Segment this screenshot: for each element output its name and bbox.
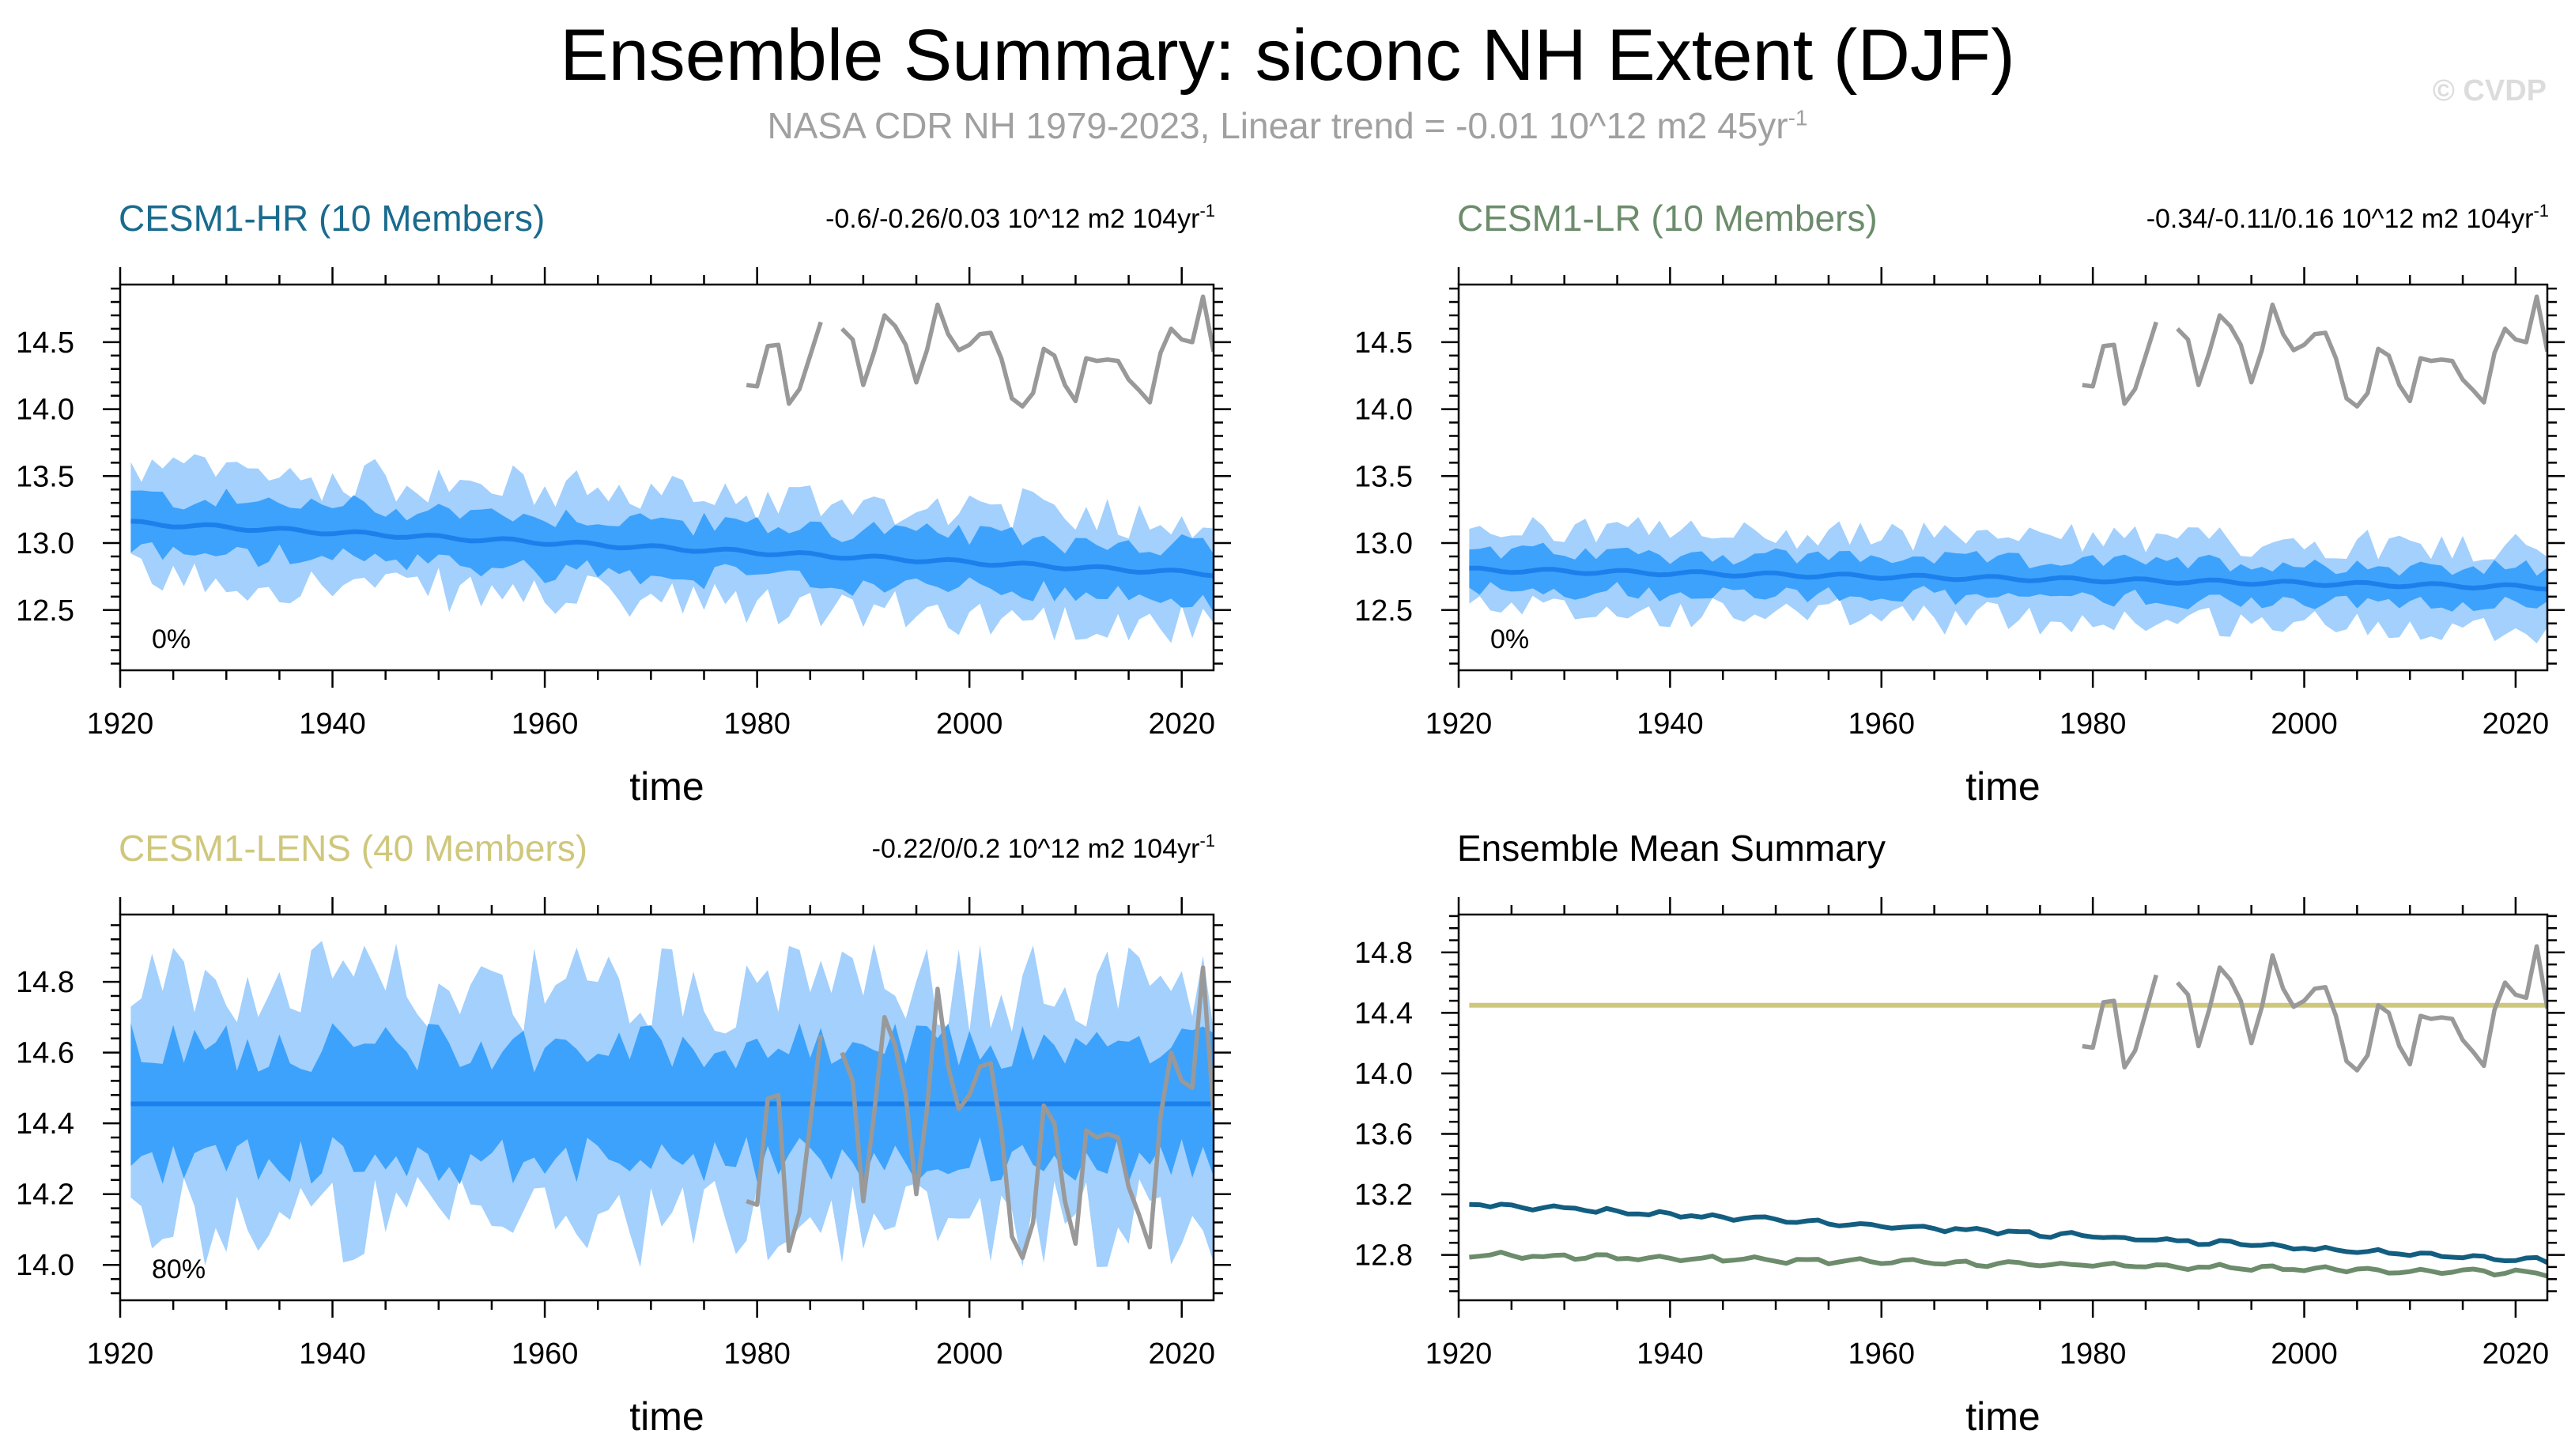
x-tick-label: 2020 [1148, 707, 1215, 741]
y-tick-label: 14.4 [16, 1107, 74, 1141]
x-tick-label: 1980 [2060, 1337, 2127, 1371]
main-subtitle: NASA CDR NH 1979-2023, Linear trend = -0… [0, 104, 2575, 147]
trend-label-lens: -0.22/0/0.2 10^12 m2 104yr-1 [872, 831, 1215, 864]
percent-label-hr: 0% [152, 624, 191, 654]
obs-line-summary-2 [2176, 944, 2547, 1073]
x-axis-label-hr: time [629, 764, 704, 809]
y-tick-label: 14.5 [1354, 326, 1413, 360]
y-tick-label: 13.5 [16, 460, 74, 493]
x-tick-label: 2000 [2271, 1337, 2338, 1371]
plot-frame-lens [119, 913, 1215, 1302]
x-tick-label: 2020 [1148, 1337, 1215, 1371]
watermark: © CVDP [2432, 74, 2547, 108]
panel-title-summary: Ensemble Mean Summary [1457, 828, 1886, 869]
y-tick-label: 12.8 [1354, 1239, 1413, 1273]
summary-line-cesm1-lr [1469, 1249, 2547, 1279]
obs-line-summary-1 [2082, 974, 2158, 1070]
x-tick-label: 2000 [936, 1337, 1003, 1371]
y-tick-label: 14.0 [1354, 1058, 1413, 1091]
obs-line-lens-1 [746, 1034, 823, 1254]
x-tick-label: 1920 [87, 1337, 154, 1371]
y-tick-label: 14.2 [16, 1179, 74, 1212]
panel-lr: 1920 1940 1960 1980 2000 2020 12.5 13.0 13.5 14.0… [1354, 198, 2565, 809]
x-tick-label: 1940 [1637, 707, 1704, 741]
x-tick-label: 1920 [87, 707, 154, 741]
trend-label-lr: -0.34/-0.11/0.16 10^12 m2 104yr-1 [2146, 201, 2549, 234]
plot-area-hr [130, 294, 1214, 643]
plot-area-lens [130, 941, 1214, 1268]
x-tick-label: 1960 [1848, 707, 1915, 741]
x-tick-label: 1980 [723, 1337, 791, 1371]
panel-hr: 1920 1940 1960 1980 2000 2020 12.5 13.0 13.5 14.0… [16, 198, 1231, 809]
plot-frame-lr [1457, 283, 2549, 672]
plot-area-summary [1469, 944, 2547, 1279]
x-tick-label: 1980 [2060, 707, 2127, 741]
percent-label-lens: 80% [152, 1254, 206, 1284]
ensemble-mean-line-lr [1469, 565, 2547, 592]
x-tick-label: 2020 [2482, 707, 2550, 741]
y-tick-label: 12.5 [16, 594, 74, 628]
y-tick-label: 13.0 [1354, 527, 1413, 560]
y-tick-label: 14.0 [16, 394, 74, 427]
subtitle-superscript: -1 [1788, 105, 1808, 130]
main-title: Ensemble Summary: siconc NH Extent (DJF) [560, 15, 2015, 96]
x-tick-label: 1980 [723, 707, 791, 741]
x-tick-label: 1940 [299, 1337, 366, 1371]
ensemble-mean-line-hr [130, 519, 1214, 579]
plot-area-lr [1469, 294, 2547, 643]
y-tick-label: 13.0 [16, 527, 74, 560]
x-tick-label: 1920 [1425, 1337, 1493, 1371]
x-axis-label-lr: time [1965, 764, 2040, 809]
x-tick-label: 2000 [2271, 707, 2338, 741]
subtitle-text: NASA CDR NH 1979-2023, Linear trend = -0… [767, 105, 1788, 146]
x-axis-label-lens: time [629, 1394, 704, 1439]
panel-summary: 1920 1940 1960 1980 2000 2020 12.8 13.2 13.6 14.0… [1354, 828, 2565, 1439]
panel-title-hr: CESM1-HR (10 Members) [119, 198, 545, 239]
panel-title-lr: CESM1-LR (10 Members) [1457, 198, 1878, 239]
x-tick-label: 1960 [512, 1337, 579, 1371]
y-tick-label: 13.5 [1354, 460, 1413, 493]
panel-lens: 1920 1940 1960 1980 2000 2020 14.0 14.2 14.4 14.6… [16, 828, 1231, 1439]
x-tick-label: 1960 [1848, 1337, 1915, 1371]
plot-frame-hr [119, 283, 1215, 672]
y-tick-label: 14.0 [16, 1249, 74, 1282]
y-tick-label: 14.0 [1354, 394, 1413, 427]
obs-line-lr-1 [2082, 321, 2158, 406]
x-axis-label-summary: time [1965, 1394, 2040, 1439]
obs-line-hr-1 [746, 321, 823, 406]
x-tick-label: 1960 [512, 707, 579, 741]
percent-label-lr: 0% [1490, 624, 1529, 654]
inner-spread-band-hr [130, 488, 1214, 613]
obs-line-hr-2 [840, 294, 1214, 409]
y-tick-label: 14.8 [16, 966, 74, 999]
y-tick-label: 12.5 [1354, 594, 1413, 628]
x-tick-label: 1940 [299, 707, 366, 741]
summary-line-cesm1-hr [1469, 1201, 2547, 1266]
obs-line-lr-2 [2176, 294, 2547, 409]
trend-label-hr: -0.6/-0.26/0.03 10^12 m2 104yr-1 [825, 201, 1215, 234]
y-tick-label: 14.5 [16, 326, 74, 360]
panel-title-lens: CESM1-LENS (40 Members) [119, 828, 587, 869]
obs-line-lens-2 [840, 965, 1214, 1261]
y-tick-label: 13.2 [1354, 1179, 1413, 1212]
x-tick-label: 2000 [936, 707, 1003, 741]
y-tick-label: 13.6 [1354, 1118, 1413, 1151]
y-tick-label: 14.6 [16, 1037, 74, 1070]
y-tick-label: 14.4 [1354, 997, 1413, 1030]
plot-frame-summary [1457, 913, 2549, 1302]
y-tick-label: 14.8 [1354, 937, 1413, 970]
x-tick-label: 2020 [2482, 1337, 2550, 1371]
x-tick-label: 1940 [1637, 1337, 1704, 1371]
x-tick-label: 1920 [1425, 707, 1493, 741]
